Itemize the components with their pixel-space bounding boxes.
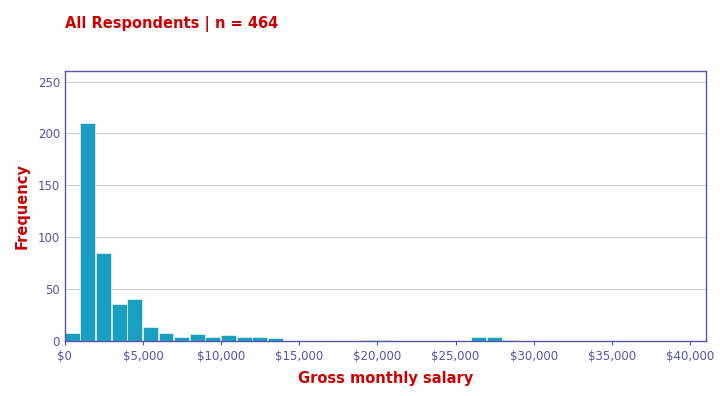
Bar xyxy=(205,337,220,341)
Bar xyxy=(361,339,377,341)
Text: All Respondents | n = 464: All Respondents | n = 464 xyxy=(65,16,278,32)
Bar xyxy=(252,337,267,341)
Bar xyxy=(96,253,111,341)
Bar xyxy=(471,337,486,341)
Bar xyxy=(268,339,283,341)
Bar xyxy=(237,337,251,341)
Bar xyxy=(158,333,174,341)
Bar xyxy=(143,327,158,341)
Bar xyxy=(503,339,517,341)
Y-axis label: Frequency: Frequency xyxy=(14,163,30,249)
Bar xyxy=(221,335,236,341)
Bar xyxy=(487,337,502,341)
Bar xyxy=(174,337,189,341)
Bar xyxy=(377,339,392,341)
Bar xyxy=(81,123,95,341)
Bar xyxy=(127,299,142,341)
X-axis label: Gross monthly salary: Gross monthly salary xyxy=(297,371,473,386)
Bar xyxy=(190,334,204,341)
Bar xyxy=(65,333,80,341)
Bar xyxy=(112,304,127,341)
